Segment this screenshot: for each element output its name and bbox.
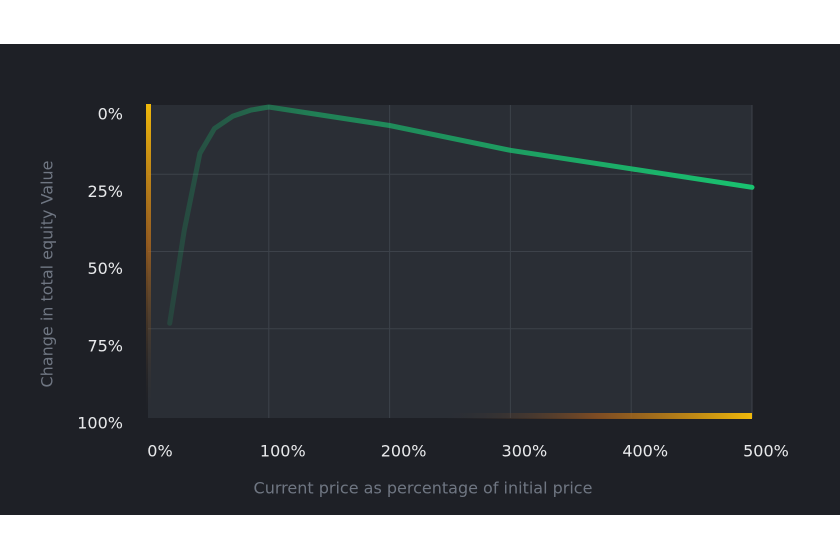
- y-tick-label: 75%: [87, 336, 123, 355]
- y-tick-label: 25%: [87, 182, 123, 201]
- y-tick-label: 100%: [77, 414, 123, 433]
- x-axis-title: Current price as percentage of initial p…: [254, 479, 593, 498]
- x-tick-label: 0%: [147, 442, 172, 461]
- y-accent: [146, 104, 151, 418]
- x-tick-label: 300%: [502, 442, 548, 461]
- y-tick-label: 0%: [98, 105, 123, 124]
- x-tick-label: 200%: [381, 442, 427, 461]
- x-tick-label: 500%: [743, 442, 789, 461]
- x-accent: [440, 413, 752, 419]
- x-tick-label: 100%: [260, 442, 306, 461]
- x-tick-label: 400%: [622, 442, 668, 461]
- y-tick-label: 50%: [87, 259, 123, 278]
- y-axis-title: Change in total equity Value: [38, 160, 57, 387]
- line: [167, 104, 755, 326]
- plot-area: [148, 105, 752, 418]
